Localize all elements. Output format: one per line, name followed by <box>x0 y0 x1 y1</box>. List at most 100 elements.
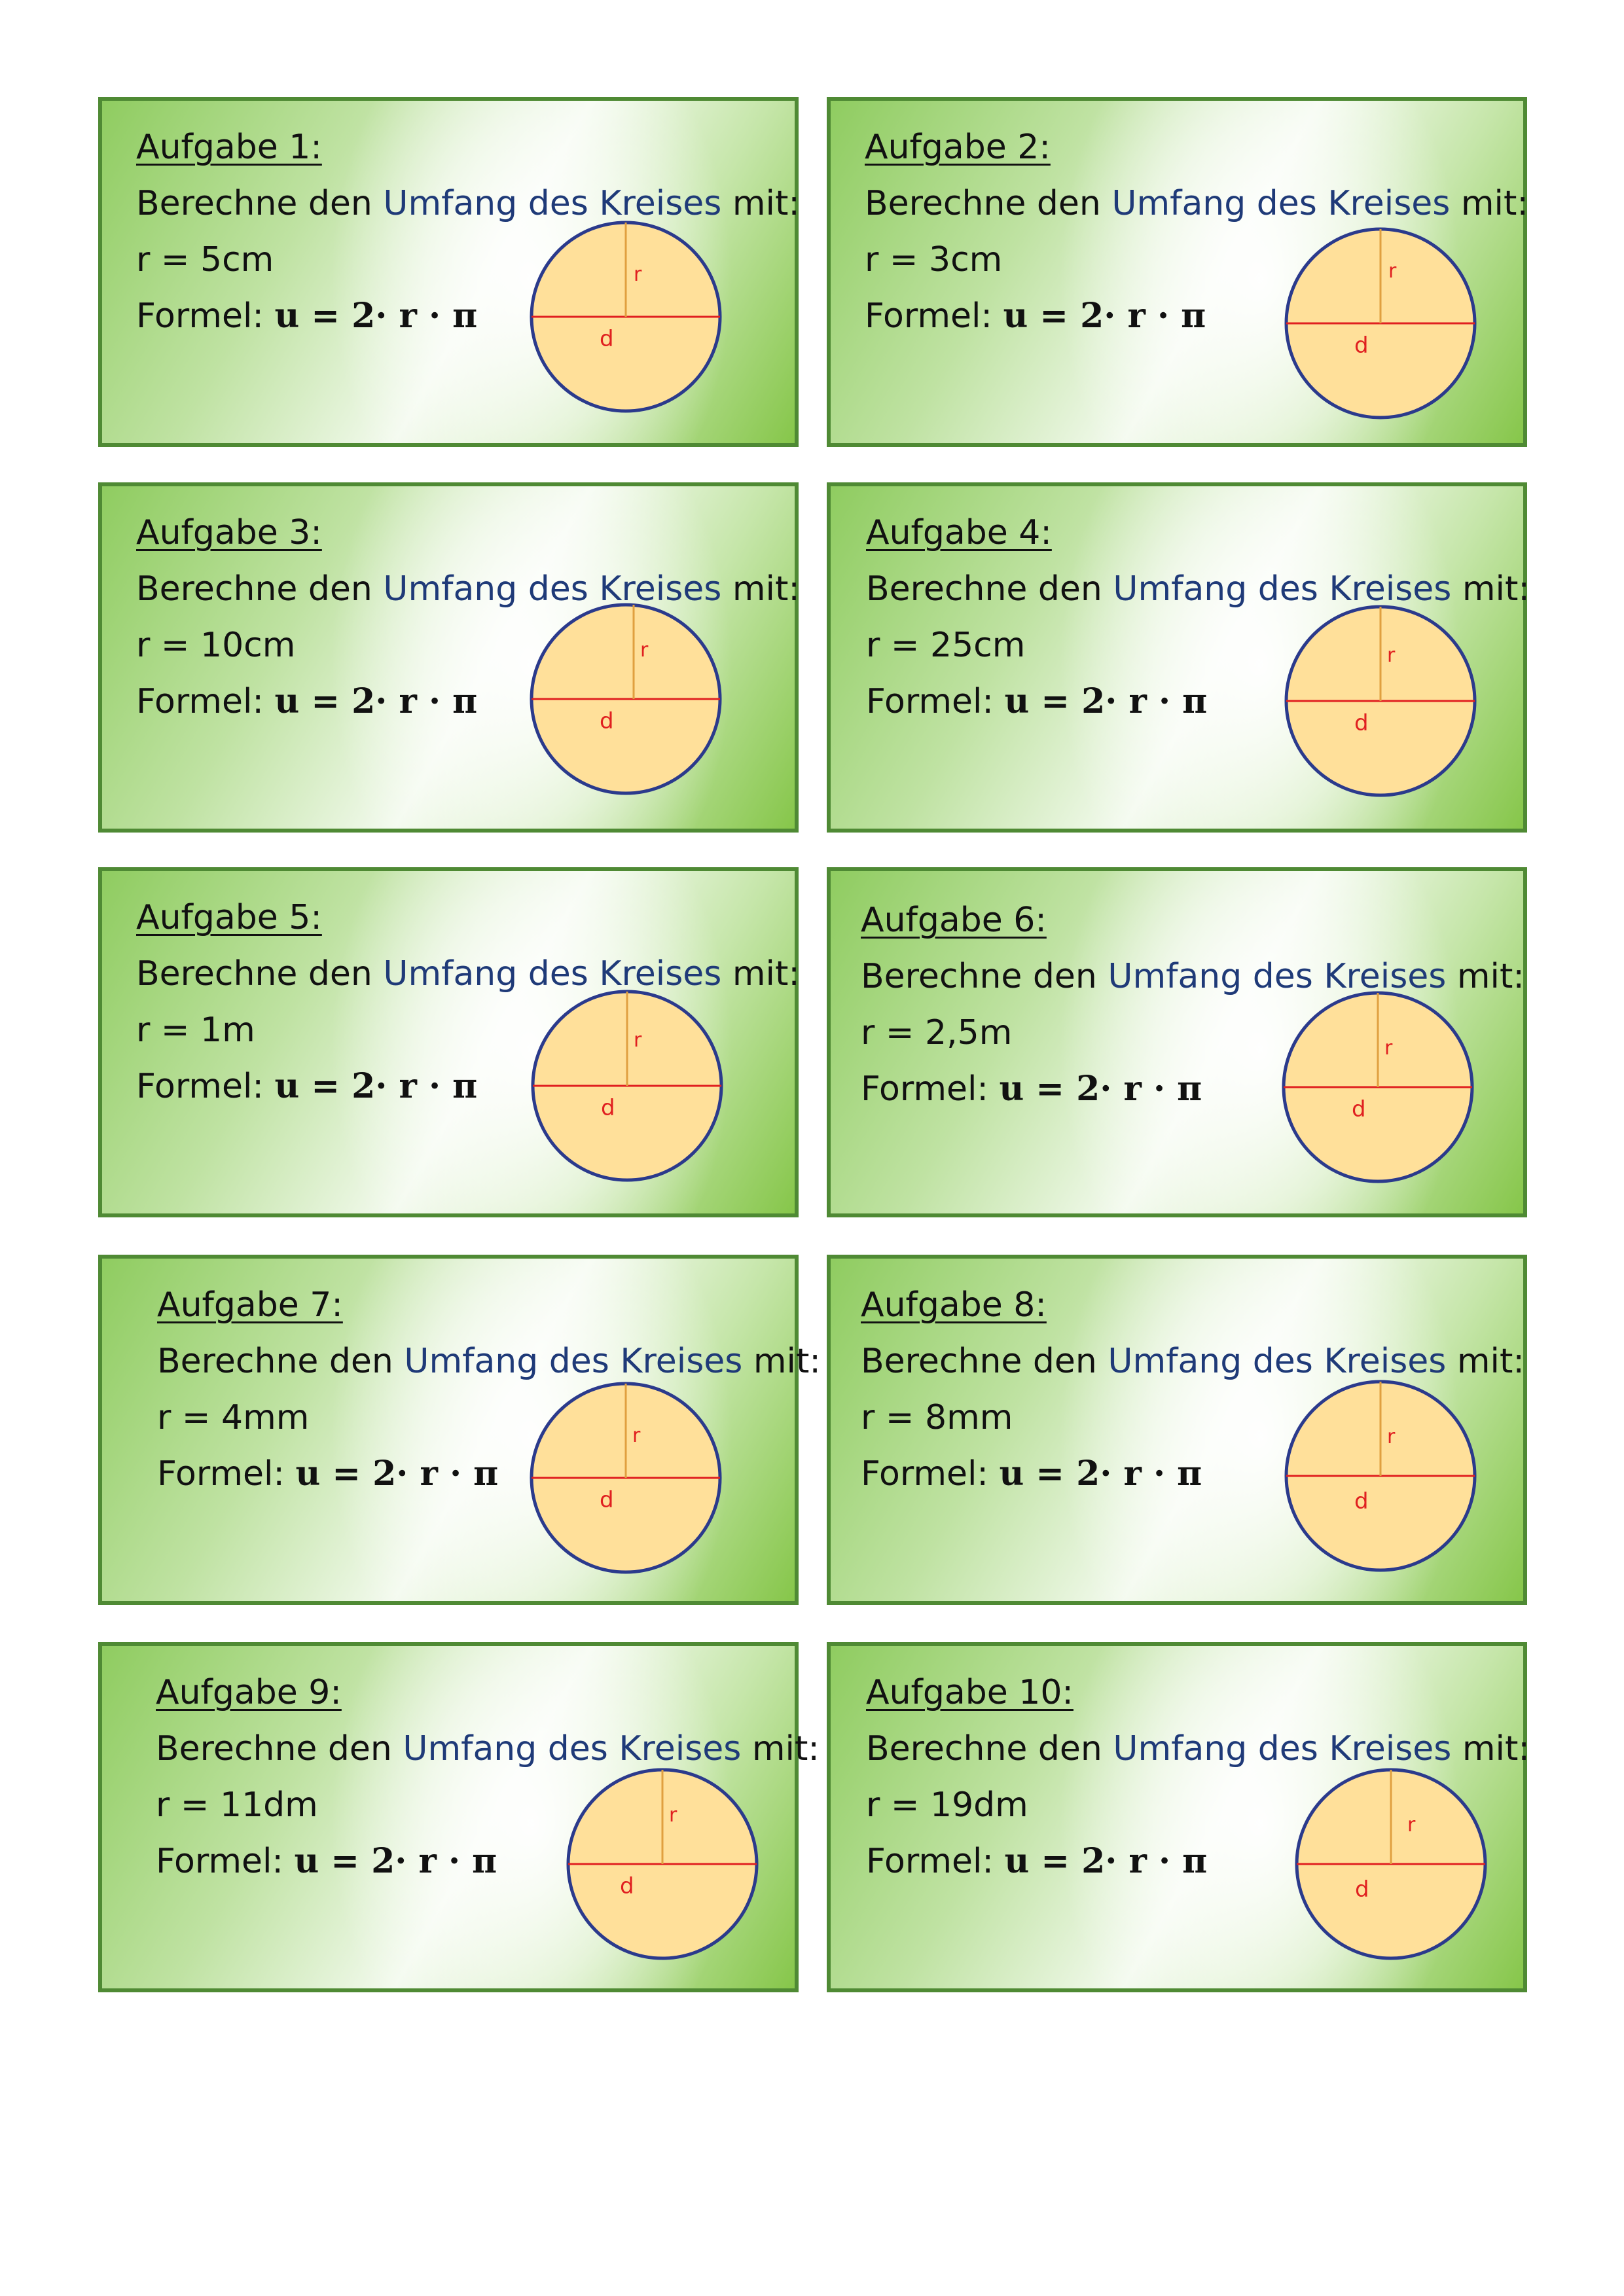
task-card-10: Aufgabe 10: Berechne den Umfang des Krei… <box>827 1642 1530 1992</box>
formula-label: Formel: <box>866 682 994 721</box>
task-card-2: Aufgabe 2: Berechne den Umfang des Kreis… <box>827 97 1528 447</box>
task-text: Aufgabe 1: Berechne den Umfang des Kreis… <box>136 119 800 344</box>
task-title: Aufgabe 2: <box>865 128 1051 167</box>
task-card-1: Aufgabe 1: Berechne den Umfang des Kreis… <box>98 97 800 447</box>
formula-expression: u = 2· r · π <box>294 1841 497 1881</box>
circle-diagram: r d <box>1282 603 1479 799</box>
radius-label: r <box>1387 1426 1396 1448</box>
task-card-7: Aufgabe 7: Berechne den Umfang des Kreis… <box>98 1255 821 1605</box>
radius-label: r <box>640 639 649 662</box>
task-title: Aufgabe 8: <box>861 1285 1047 1325</box>
task-text: Aufgabe 6: Berechne den Umfang des Kreis… <box>861 892 1525 1117</box>
radius-value: r = 5cm <box>136 240 274 279</box>
task-title: Aufgabe 4: <box>866 513 1052 552</box>
radius-label: r <box>632 1424 641 1447</box>
task-instruction-highlight: Umfang des Kreises <box>383 569 722 609</box>
circle-diagram: r d <box>564 1766 761 1962</box>
formula-label: Formel: <box>866 1842 994 1881</box>
diameter-label: d <box>600 1487 614 1513</box>
task-title: Aufgabe 7: <box>157 1285 343 1325</box>
task-instruction-highlight: Umfang des Kreises <box>1113 1729 1452 1768</box>
radius-label: r <box>669 1804 677 1827</box>
task-instruction-pre: Berechne den <box>865 184 1101 223</box>
circle-diagram: r d <box>528 601 724 797</box>
task-instruction-pre: Berechne den <box>866 1729 1102 1768</box>
radius-label: r <box>634 1029 642 1052</box>
task-card-9: Aufgabe 9: Berechne den Umfang des Kreis… <box>98 1642 820 1992</box>
task-instruction-pre: Berechne den <box>861 1342 1097 1381</box>
task-instruction-post: mit: <box>732 954 800 994</box>
radius-value: r = 10cm <box>136 626 296 665</box>
diameter-label: d <box>1354 710 1369 736</box>
circle-diagram: r d <box>1280 989 1476 1185</box>
diameter-label: d <box>601 1095 615 1121</box>
task-instruction-pre: Berechne den <box>136 954 372 994</box>
task-text: Aufgabe 8: Berechne den Umfang des Kreis… <box>861 1277 1525 1502</box>
radius-value: r = 8mm <box>861 1398 1013 1437</box>
task-instruction-post: mit: <box>732 184 800 223</box>
task-card-6: Aufgabe 6: Berechne den Umfang des Kreis… <box>827 867 1527 1217</box>
task-instruction-pre: Berechne den <box>866 569 1102 609</box>
task-instruction-pre: Berechne den <box>861 957 1097 996</box>
circle-diagram: r d <box>1282 225 1479 422</box>
formula-expression: u = 2· r · π <box>274 681 478 721</box>
formula-label: Formel: <box>156 1842 283 1881</box>
task-instruction-pre: Berechne den <box>157 1342 393 1381</box>
task-card-4: Aufgabe 4: Berechne den Umfang des Kreis… <box>827 482 1530 833</box>
diameter-label: d <box>1354 332 1369 359</box>
diameter-label: d <box>620 1873 634 1899</box>
task-instruction-highlight: Umfang des Kreises <box>403 1729 742 1768</box>
formula-label: Formel: <box>136 682 264 721</box>
task-instruction-pre: Berechne den <box>136 184 372 223</box>
task-card-8: Aufgabe 8: Berechne den Umfang des Kreis… <box>827 1255 1527 1605</box>
formula-label: Formel: <box>861 1454 988 1494</box>
formula-expression: u = 2· r · π <box>274 296 478 336</box>
formula-expression: u = 2· r · π <box>999 1454 1202 1494</box>
circle-diagram: r d <box>1282 1378 1479 1574</box>
task-instruction-highlight: Umfang des Kreises <box>1108 1342 1447 1381</box>
task-instruction-highlight: Umfang des Kreises <box>404 1342 743 1381</box>
formula-label: Formel: <box>136 1067 264 1106</box>
radius-label: r <box>1388 260 1397 283</box>
task-instruction-post: mit: <box>1456 1342 1525 1381</box>
task-title: Aufgabe 5: <box>136 898 322 937</box>
diameter-label: d <box>600 326 614 352</box>
task-instruction-post: mit: <box>1462 569 1530 609</box>
diameter-label: d <box>600 708 614 734</box>
task-instruction-pre: Berechne den <box>136 569 372 609</box>
formula-expression: u = 2· r · π <box>295 1454 499 1494</box>
formula-expression: u = 2· r · π <box>999 1069 1202 1109</box>
task-instruction-pre: Berechne den <box>156 1729 392 1768</box>
task-instruction-post: mit: <box>1462 1729 1530 1768</box>
task-text: Aufgabe 7: Berechne den Umfang des Kreis… <box>157 1277 821 1502</box>
task-title: Aufgabe 1: <box>136 128 322 167</box>
radius-label: r <box>1387 644 1396 667</box>
radius-value: r = 3cm <box>865 240 1003 279</box>
task-instruction-highlight: Umfang des Kreises <box>383 184 722 223</box>
formula-expression: u = 2· r · π <box>1004 681 1208 721</box>
circle-diagram: r d <box>528 1380 724 1576</box>
task-title: Aufgabe 10: <box>866 1673 1074 1712</box>
radius-label: r <box>1407 1814 1416 1837</box>
radius-value: r = 11dm <box>156 1785 318 1825</box>
task-title: Aufgabe 9: <box>156 1673 342 1712</box>
radius-value: r = 19dm <box>866 1785 1028 1825</box>
radius-value: r = 25cm <box>866 626 1026 665</box>
diameter-label: d <box>1352 1096 1366 1122</box>
circle-diagram: r d <box>529 988 725 1184</box>
formula-expression: u = 2· r · π <box>1004 1841 1208 1881</box>
radius-label: r <box>1384 1037 1393 1060</box>
formula-label: Formel: <box>157 1454 285 1494</box>
radius-label: r <box>634 263 642 286</box>
task-instruction-post: mit: <box>1460 184 1528 223</box>
task-text: Aufgabe 4: Berechne den Umfang des Kreis… <box>866 505 1530 730</box>
task-instruction-post: mit: <box>732 569 800 609</box>
task-instruction-post: mit: <box>751 1729 820 1768</box>
formula-expression: u = 2· r · π <box>274 1066 478 1106</box>
task-title: Aufgabe 3: <box>136 513 322 552</box>
radius-value: r = 1m <box>136 1011 255 1050</box>
task-text: Aufgabe 9: Berechne den Umfang des Kreis… <box>156 1664 820 1890</box>
formula-expression: u = 2· r · π <box>1003 296 1206 336</box>
diameter-label: d <box>1354 1488 1369 1515</box>
radius-value: r = 4mm <box>157 1398 310 1437</box>
